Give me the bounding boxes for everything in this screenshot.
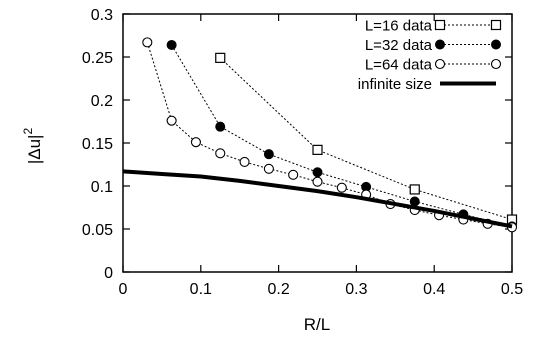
data-point: [215, 148, 226, 159]
data-point: [166, 115, 177, 126]
data-point: [312, 176, 323, 187]
legend: L=16 data L=32 data L=64 data infinite size: [358, 18, 502, 93]
y-axis-label: |Δu|2: [21, 128, 44, 165]
data-point: [288, 169, 299, 180]
y-axis-label-base: |Δu|: [25, 135, 44, 165]
data-point: [239, 156, 250, 167]
series-line: [219, 57, 513, 221]
series-layer: [122, 37, 518, 233]
y-tick-label: 0.25: [82, 50, 113, 67]
data-point: [336, 182, 347, 193]
y-tick-label: 0.1: [91, 179, 113, 196]
data-point: [263, 149, 274, 160]
series-4: [122, 169, 513, 229]
series-1: [215, 52, 518, 225]
x-tick-label: 0.4: [423, 281, 445, 298]
data-point: [409, 196, 420, 207]
y-axis-label-exponent: 2: [21, 128, 35, 135]
legend-label: infinite size: [358, 76, 432, 93]
series-line: [122, 169, 513, 229]
legend-item: infinite size: [358, 76, 496, 93]
data-point: [215, 52, 226, 63]
series-line: [146, 42, 513, 228]
legend-marker: [434, 19, 446, 31]
plot-area: [122, 13, 513, 273]
legend-label: L=64 data: [365, 57, 433, 74]
data-point: [312, 167, 323, 178]
legend-marker: [435, 39, 445, 50]
data-point: [312, 144, 323, 155]
x-axis-label: R/L: [304, 315, 330, 334]
legend-label: L=16 data: [365, 18, 433, 35]
legend-item: L=64 data: [365, 57, 502, 74]
y-tick-label: 0.3: [91, 7, 113, 24]
legend-item: L=16 data: [365, 18, 502, 35]
axes: 0 0.1 0.2 0.3 0.4 0.5 0 0.05 0.1 0.15 0.2 0.25 0.3: [82, 7, 523, 298]
data-point: [409, 184, 420, 195]
data-point: [166, 39, 177, 50]
legend-label: L=32 data: [365, 37, 433, 54]
y-tick-label: 0.2: [91, 93, 113, 110]
legend-marker: [491, 39, 501, 50]
y-tick-label: 0: [104, 265, 113, 282]
x-tick-label: 0: [119, 281, 128, 298]
data-point: [142, 37, 153, 48]
data-point: [190, 137, 201, 148]
y-tick-label: 0.05: [82, 222, 113, 239]
x-tick-label: 0.3: [345, 281, 367, 298]
x-tick-label: 0.1: [190, 281, 212, 298]
y-tick-label: 0.15: [82, 136, 113, 153]
series-line: [171, 44, 513, 227]
x-tick-label: 0.5: [501, 281, 523, 298]
data-point: [263, 163, 274, 174]
data-point: [215, 121, 226, 132]
legend-marker: [490, 58, 502, 70]
plot-frame: [122, 13, 513, 273]
x-tick-label: 0.2: [267, 281, 289, 298]
legend-item: L=32 data: [365, 37, 501, 54]
legend-marker: [490, 19, 502, 31]
legend-marker: [434, 58, 446, 70]
